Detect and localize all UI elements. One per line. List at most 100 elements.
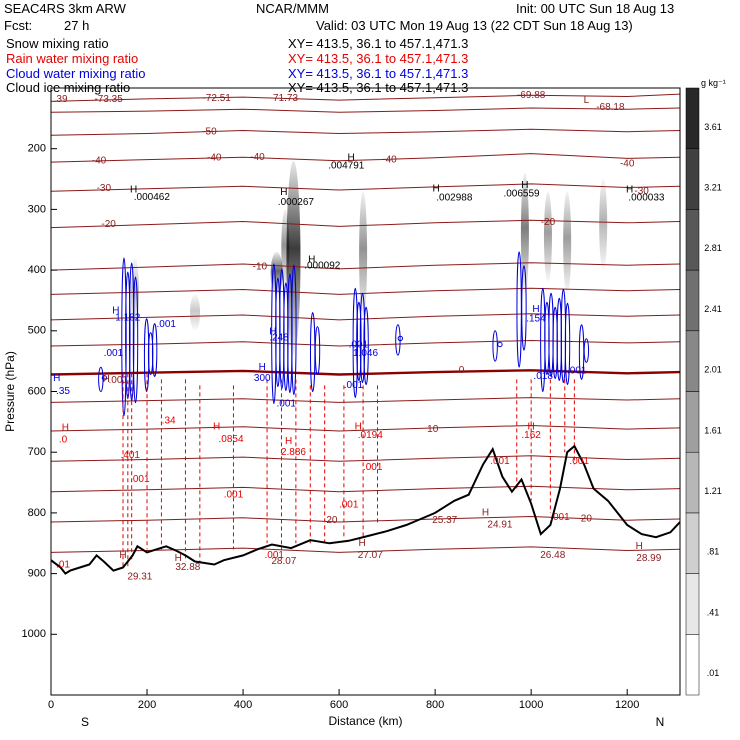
isotherm-label: -40 — [382, 154, 397, 165]
cloud-water-contour — [101, 375, 108, 381]
isotherm-line — [51, 485, 680, 493]
contour-annotation: H — [532, 304, 539, 315]
contour-annotation: .401 — [120, 450, 140, 461]
contour-annotation: H — [482, 508, 489, 519]
colorbar-segment — [685, 330, 700, 392]
field-rain-xy: XY= 413.5, 36.1 to 457.1,471.3 — [288, 51, 469, 66]
colorbar-segment — [685, 269, 700, 332]
snow-plume — [190, 294, 201, 331]
contour-annotation: 1.046 — [353, 348, 378, 359]
snow-plume — [599, 179, 608, 271]
colorbar-tick-label: 2.81 — [704, 243, 722, 253]
colorbar: .01 .41 .81 1.21 1.61 2.01 2.41 2.81 3.21 3.61 g k… — [685, 78, 726, 696]
isotherm-label: -20 — [101, 219, 116, 230]
cloud-water-contour — [395, 324, 401, 356]
snow-plume — [281, 209, 290, 289]
contour-annotation: H — [359, 538, 366, 549]
center-label: NCAR/MMM — [256, 1, 329, 16]
cloud-water-contour — [132, 276, 139, 404]
contour-annotation: .001 — [104, 348, 124, 359]
cloud-water-layer — [98, 251, 590, 417]
isotherm-label: -30 — [634, 186, 649, 197]
y-tick-label: 300 — [28, 203, 46, 215]
contour-annotation: H — [308, 254, 315, 265]
contour-annotation: H — [626, 185, 633, 196]
forecast-label: Fcst: — [4, 18, 33, 33]
contour-annotation: .000267 — [278, 197, 315, 208]
isotherm-line — [51, 339, 680, 347]
contour-annotation: 25.37 — [432, 515, 457, 526]
contour-annotation: .002988 — [436, 193, 473, 204]
colorbar-tick-label: 3.21 — [704, 183, 722, 193]
isotherm-line — [51, 424, 680, 432]
contour-annotation: H — [130, 185, 137, 196]
y-tick-label: 500 — [28, 325, 46, 337]
contour-annotation: 24.91 — [487, 520, 512, 531]
y-tick-label: 600 — [28, 385, 46, 397]
isotherm-line — [51, 546, 680, 553]
contour-annotation: .001 — [569, 456, 589, 467]
isotherm-line — [51, 397, 680, 403]
y-tick-label: 400 — [28, 264, 46, 276]
isotherm-line — [51, 107, 680, 113]
contour-annotation: .001 — [550, 512, 570, 523]
isotherm-label: -72.51 — [202, 93, 231, 104]
contour-annotation: 2.886 — [281, 447, 306, 458]
cloud-water-contour — [583, 338, 590, 363]
init-time: Init: 00 UTC Sun 18 Aug 13 — [516, 1, 675, 16]
snow-plume — [359, 191, 368, 319]
isotherm-label: -71.73 — [270, 93, 299, 104]
snow-plume — [543, 191, 552, 283]
x-tick-label: 400 — [234, 699, 252, 711]
isotherm-label: L — [584, 95, 590, 106]
x-tick-label: 200 — [138, 699, 156, 711]
contour-annotation: .35 — [56, 386, 70, 397]
rain-water-layer — [122, 373, 575, 568]
contour-annotation: H — [432, 183, 439, 194]
field-cloudwater-name: Cloud water mixing ratio — [6, 66, 146, 81]
y-tick-label: 900 — [28, 568, 46, 580]
contour-annotation: H — [53, 373, 60, 384]
isotherm-label: -40 — [250, 152, 265, 163]
contour-annotation: H — [347, 152, 354, 163]
snow-plume — [270, 251, 283, 295]
isotherm-line — [51, 262, 680, 271]
x-tick-label: 800 — [426, 699, 444, 711]
isotherm-label: -68.18 — [596, 102, 625, 113]
field-cloudwater-xy: XY= 413.5, 36.1 to 457.1,471.3 — [288, 66, 469, 81]
contour-annotation: .018 — [533, 371, 553, 382]
y-tick-label: 1000 — [22, 628, 46, 640]
contour-annotation: .004791 — [328, 160, 365, 171]
snow-plume — [286, 160, 301, 356]
south-end-label: S — [81, 715, 89, 729]
contour-annotation: .000462 — [134, 192, 171, 203]
terrain-layer — [51, 444, 680, 575]
x-tick-label: 600 — [330, 699, 348, 711]
colorbar-segment — [685, 512, 700, 574]
contour-annotation: H — [112, 305, 119, 316]
isotherm-label: 20 — [326, 515, 338, 526]
isotherm-line — [51, 287, 680, 295]
isotherm-label: -30 — [97, 183, 112, 194]
colorbar-segment — [685, 209, 700, 271]
contour-annotation: .34 — [162, 415, 176, 426]
contour-annotation: .000033 — [628, 193, 665, 204]
isotherm-line — [51, 515, 680, 523]
contour-annotation: H — [636, 541, 643, 552]
freezing-level-line — [51, 369, 680, 376]
x-tick-label: 1000 — [519, 699, 543, 711]
contour-annotation: H — [62, 423, 69, 434]
colorbar-segment — [685, 87, 700, 149]
isotherm-label: 10 — [427, 424, 439, 435]
contour-annotation: .162 — [521, 430, 541, 441]
y-tick-label: 800 — [28, 507, 46, 519]
colorbar-tick-label: .01 — [707, 668, 720, 678]
cloud-water-contour — [309, 312, 316, 393]
colorbar-tick-label: 2.41 — [704, 304, 722, 314]
cloud-water-contour — [497, 341, 503, 348]
snow-plume — [520, 172, 529, 295]
y-tick-label: 700 — [28, 446, 46, 458]
contour-annotation: .001 — [277, 398, 297, 409]
north-end-label: N — [656, 715, 665, 729]
